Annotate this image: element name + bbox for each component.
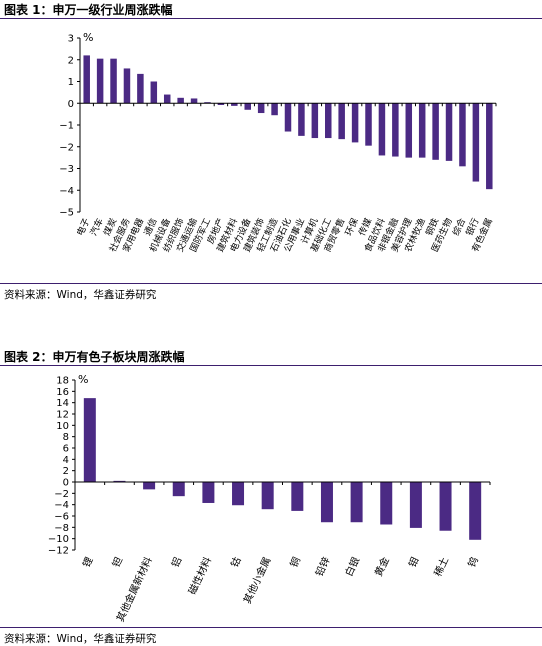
chart-1-bar xyxy=(418,103,426,158)
chart-2-y-tick-label: 4 xyxy=(63,455,69,466)
chart-1-bar xyxy=(217,103,225,105)
chart-1-bar xyxy=(231,103,238,106)
chart-1-bar xyxy=(284,103,292,132)
chart-2-y-tick-label: 2 xyxy=(63,466,69,477)
chart-2-bar xyxy=(113,480,126,482)
chart-1-bar xyxy=(459,103,466,167)
chart-1-bar xyxy=(432,103,439,160)
chart-2-x-label: 铝 xyxy=(169,555,184,569)
chart-2-y-tick-label: −8 xyxy=(54,523,69,534)
figure-1-title: 图表 1：申万一级行业周涨跌幅 xyxy=(4,3,173,17)
chart-1-y-tick-label: 3 xyxy=(68,34,74,45)
chart-1-bar xyxy=(472,103,480,182)
figure-1-header: 图表 1：申万一级行业周涨跌幅 xyxy=(0,0,542,19)
chart-1-bar xyxy=(190,98,198,104)
chart-1-bar xyxy=(365,103,372,146)
chart-2-x-label: 铜 xyxy=(288,555,303,569)
chart-2-x-label: 钽 xyxy=(109,555,125,570)
chart-2-bar xyxy=(350,482,363,523)
chart-2-y-tick-label: 18 xyxy=(56,376,69,387)
figure-1-footer-divider xyxy=(0,283,542,284)
chart-2-bar xyxy=(409,482,422,528)
chart-1-bar xyxy=(311,103,319,139)
chart-1-bar xyxy=(298,103,305,136)
chart-1-bar xyxy=(405,103,413,158)
chart-1-unit-label: % xyxy=(83,31,93,44)
chart-1-bar xyxy=(378,103,386,156)
chart-1-y-tick-label: 0 xyxy=(68,99,74,110)
chart-1-bar xyxy=(257,103,265,114)
chart-2-x-label: 稀土 xyxy=(431,555,451,579)
chart-2-y-tick-label: 14 xyxy=(56,398,69,409)
chart-2-y-tick-label: 12 xyxy=(56,410,69,421)
chart-1-bar xyxy=(486,103,493,190)
figure-2: 图表 2：申万有色子板块周涨跌幅 18 16 14 12 10 8 6 4 2 0 −2 −4 −6 −8… xyxy=(0,347,542,645)
figure-1-source: 资料来源：Wind，华鑫证券研究 xyxy=(4,289,157,301)
chart-2-bar xyxy=(439,482,452,531)
figure-2-footer-divider xyxy=(0,627,542,628)
chart-2-x-label: 钨 xyxy=(465,555,481,570)
chart-1-y-tick-label: −2 xyxy=(59,142,74,153)
chart-1-y-tick-label: −4 xyxy=(59,186,74,197)
chart-2-x-label: 铅锌 xyxy=(312,555,332,579)
chart-1-bar xyxy=(123,68,131,104)
chart-1-y-tick-label: 1 xyxy=(68,77,74,88)
chart-1: 3210−1−2−3−4−5%电子汽车煤炭社会服务家用电器通信机械设备纺织服饰交… xyxy=(59,31,497,254)
chart-1-bar xyxy=(137,73,144,104)
chart-2-x-label: 白银 xyxy=(342,555,362,579)
chart-1-y-tick-label: −5 xyxy=(59,208,74,219)
chart-2-bar xyxy=(320,482,333,523)
chart-1-bar xyxy=(445,103,453,161)
chart-2-x-label: 黄金 xyxy=(372,555,392,579)
chart-2-y-tick-label: −12 xyxy=(48,546,69,557)
chart-2-x-label: 钼 xyxy=(406,555,422,570)
chart-1-bar xyxy=(325,103,332,139)
figure-2-title: 图表 2：申万有色子板块周涨跌幅 xyxy=(4,350,185,364)
chart-2-y-tick-label: 10 xyxy=(56,421,69,432)
figure-2-header: 图表 2：申万有色子板块周涨跌幅 xyxy=(0,347,542,366)
figure-1: 图表 1：申万一级行业周涨跌幅 3 2 1 0 −1 −2 −3 −4 −5% 电子 汽车 煤炭 社会服… xyxy=(0,0,542,305)
chart-1-bar xyxy=(204,102,211,104)
chart-2-y-tick-label: 8 xyxy=(63,432,69,443)
chart-2-y-tick-label: −2 xyxy=(54,489,69,500)
chart-2: 181614121086420−2−4−6−8−10−12%锂 钽其他金属新材料铝… xyxy=(48,373,491,624)
chart-2-x-label: 钴 xyxy=(229,555,244,569)
chart-2-unit-label: % xyxy=(78,373,88,386)
chart-1-bar xyxy=(351,103,359,143)
chart-2-bar xyxy=(143,482,156,490)
chart-2-x-label: 锂 xyxy=(80,555,95,569)
chart-2-y-tick-label: −4 xyxy=(54,500,69,511)
chart-2-bar xyxy=(469,482,482,540)
chart-2-bar xyxy=(261,482,274,510)
chart-1-y-tick-label: −1 xyxy=(59,121,74,132)
chart-1-bar xyxy=(177,97,184,104)
chart-1-bar xyxy=(338,103,345,140)
chart-2-y-tick-label: 6 xyxy=(63,444,69,455)
chart-1-bar xyxy=(392,103,399,157)
chart-2-bar xyxy=(202,482,215,503)
chart-1-bar xyxy=(244,103,251,110)
chart-2-y-tick-label: −6 xyxy=(54,512,69,523)
chart-1-bar xyxy=(96,58,104,104)
chart-2-bar xyxy=(83,398,96,482)
chart-2-bar xyxy=(380,482,393,525)
chart-2-y-tick-label: −10 xyxy=(48,534,69,545)
chart-1-y-tick-label: −3 xyxy=(59,164,74,175)
chart-2-bar xyxy=(291,482,304,511)
chart-1-bar xyxy=(150,81,158,104)
chart-2-y-tick-label: 16 xyxy=(56,387,69,398)
chart-2-bar xyxy=(172,482,185,497)
chart-1-bar xyxy=(83,55,90,104)
chart-1-bar xyxy=(271,103,278,116)
figure-2-source: 资料来源：Wind，华鑫证券研究 xyxy=(4,633,157,645)
chart-2-x-label: 磁性材料 xyxy=(185,555,214,597)
chart-1-bar xyxy=(163,94,171,104)
chart-1-y-tick-label: 2 xyxy=(68,55,74,66)
chart-1-bar xyxy=(110,58,117,104)
chart-2-bar xyxy=(232,482,245,506)
chart-2-x-label: 其他小金属 xyxy=(240,555,273,606)
chart-2-y-tick-label: 0 xyxy=(63,478,69,489)
